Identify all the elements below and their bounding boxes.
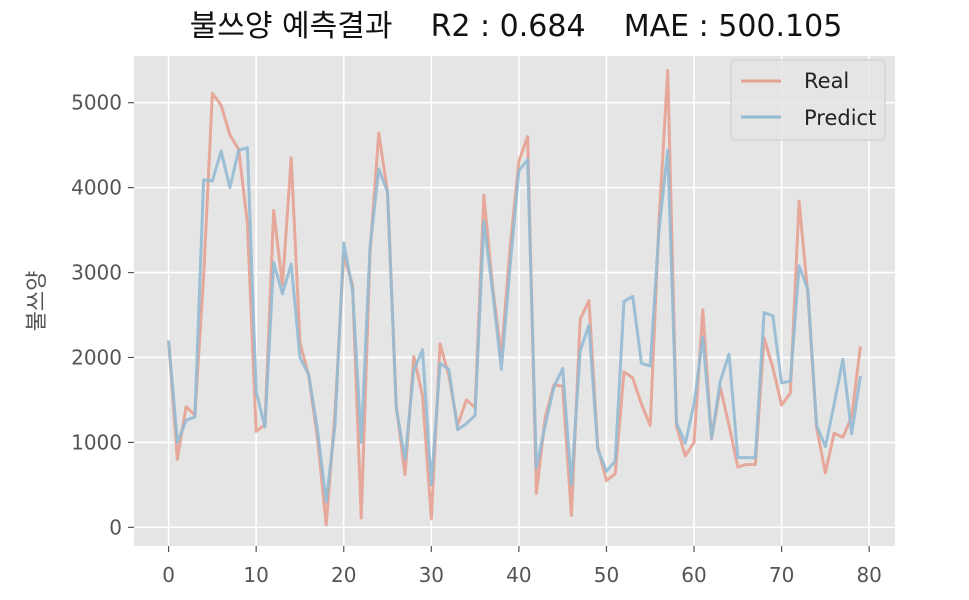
legend-label-real: Real bbox=[804, 69, 849, 93]
y-tick-label: 5000 bbox=[71, 91, 122, 115]
x-tick-label: 50 bbox=[594, 563, 619, 587]
y-tick-label: 0 bbox=[109, 515, 122, 539]
y-tick-label: 3000 bbox=[71, 261, 122, 285]
x-tick-label: 70 bbox=[769, 563, 794, 587]
legend: Real Predict bbox=[730, 59, 886, 141]
x-tick-label: 0 bbox=[162, 563, 175, 587]
y-tick-label: 4000 bbox=[71, 176, 122, 200]
x-tick-label: 80 bbox=[856, 563, 881, 587]
chart-title: 불쓰양 예측결과 R2 : 0.684 MAE : 500.105 bbox=[190, 9, 843, 44]
x-tick-label: 30 bbox=[419, 563, 444, 587]
y-axis-ticks: 0 1000 2000 3000 4000 5000 bbox=[71, 91, 134, 539]
x-axis-ticks: 0 10 20 30 40 50 60 70 80 bbox=[162, 546, 882, 587]
series-line-predict bbox=[167, 146, 862, 504]
y-tick-label: 2000 bbox=[71, 345, 122, 369]
x-tick-label: 40 bbox=[506, 563, 531, 587]
y-tick-label: 1000 bbox=[71, 430, 122, 454]
series-lines bbox=[167, 68, 862, 527]
legend-label-predict: Predict bbox=[804, 106, 876, 130]
x-tick-label: 10 bbox=[243, 563, 268, 587]
y-axis-label: 불쓰양 bbox=[25, 271, 50, 332]
x-tick-label: 60 bbox=[681, 563, 706, 587]
x-tick-label: 20 bbox=[331, 563, 356, 587]
